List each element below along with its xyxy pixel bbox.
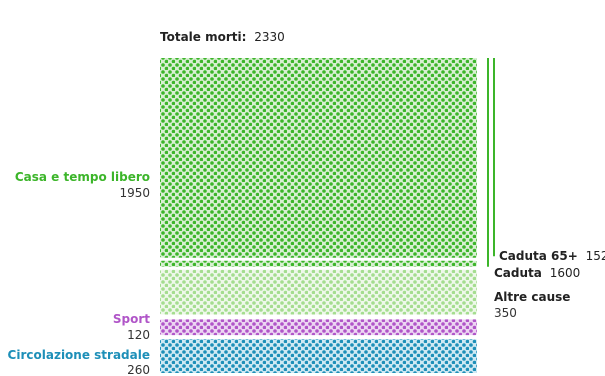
label-altre-name: Altre cause bbox=[494, 290, 570, 304]
bar-segment-circolazione-stradale bbox=[160, 339, 477, 373]
label-caduta65: Caduta 65+ 1520 bbox=[499, 249, 605, 263]
title-label: Totale morti: bbox=[160, 30, 246, 44]
label-sport-value: 120 bbox=[127, 328, 150, 342]
label-caduta65-value: 1520 bbox=[586, 249, 605, 263]
label-road-value: 260 bbox=[127, 363, 150, 376]
title-value: 2330 bbox=[254, 30, 285, 44]
label-caduta65-name: Caduta 65+ bbox=[499, 249, 578, 263]
label-caduta-value: 1600 bbox=[550, 266, 581, 280]
bar-segment-sport bbox=[160, 319, 477, 336]
label-caduta: Caduta 1600 bbox=[494, 266, 580, 280]
label-casa-value: 1950 bbox=[119, 186, 150, 200]
bar-segment-caduta-divider bbox=[160, 260, 477, 267]
bar-segment-caduta bbox=[160, 58, 477, 258]
label-altre-value: 350 bbox=[494, 306, 517, 320]
label-road-name: Circolazione stradale bbox=[8, 348, 150, 362]
label-caduta-name: Caduta bbox=[494, 266, 542, 280]
bar-segment-altre-cause bbox=[160, 269, 477, 315]
label-casa-name: Casa e tempo libero bbox=[15, 170, 150, 184]
chart-title: Totale morti: 2330 bbox=[160, 30, 285, 44]
label-sport-name: Sport bbox=[113, 312, 150, 326]
